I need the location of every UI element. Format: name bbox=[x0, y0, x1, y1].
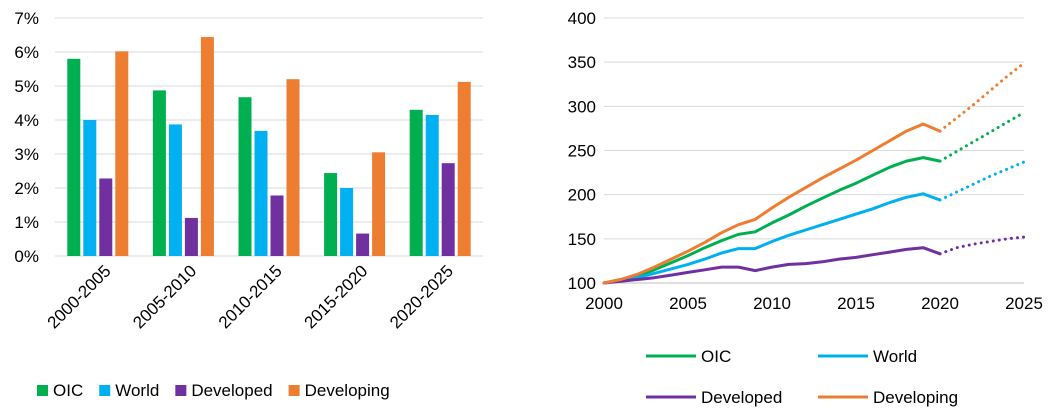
bar-oic bbox=[409, 109, 423, 256]
bar-world bbox=[83, 120, 97, 256]
legend-swatch-developing bbox=[288, 385, 300, 396]
legend-label-developed: Developed bbox=[191, 381, 272, 400]
x-tick-label: 2025 bbox=[1005, 294, 1043, 313]
x-tick-label: 2020 bbox=[921, 294, 959, 313]
bar-developed bbox=[184, 217, 198, 256]
bar-world bbox=[254, 130, 268, 256]
y-tick-label: 400 bbox=[568, 9, 596, 28]
y-tick-label: 7% bbox=[14, 9, 39, 28]
bar-developing bbox=[286, 79, 300, 256]
y-tick-label: 150 bbox=[568, 230, 596, 249]
bar-developed bbox=[270, 195, 284, 256]
bar-oic bbox=[238, 97, 252, 256]
bar-developing bbox=[200, 37, 214, 256]
y-tick-label: 0% bbox=[14, 247, 39, 266]
y-tick-label: 5% bbox=[14, 77, 39, 96]
bar-developing bbox=[457, 81, 471, 256]
y-tick-label: 100 bbox=[568, 274, 596, 293]
y-tick-label: 1% bbox=[14, 213, 39, 232]
bar-oic bbox=[152, 90, 166, 256]
legend-swatch-oic bbox=[37, 385, 48, 396]
legend-label-world: World bbox=[873, 347, 917, 366]
bar-world bbox=[168, 124, 182, 256]
legend-label-developed: Developed bbox=[701, 388, 782, 407]
y-tick-label: 300 bbox=[568, 97, 596, 116]
x-tick-label: 2015 bbox=[837, 294, 875, 313]
bar-developing bbox=[372, 152, 386, 256]
series-line-world bbox=[602, 192, 942, 285]
series-projection-developing bbox=[938, 61, 1026, 133]
series-line-developing bbox=[602, 122, 942, 285]
x-tick-label: 2000 bbox=[585, 294, 623, 313]
series-line-oic bbox=[602, 156, 942, 285]
legend-swatch-world bbox=[99, 385, 111, 396]
y-tick-label: 4% bbox=[14, 111, 39, 130]
y-tick-label: 3% bbox=[14, 145, 39, 164]
series-projection-oic bbox=[938, 111, 1026, 163]
bar-developed bbox=[441, 163, 455, 256]
series-projection-developed bbox=[938, 235, 1026, 256]
y-tick-label: 6% bbox=[14, 43, 39, 62]
legend-label-developing: Developing bbox=[873, 388, 958, 407]
bar-world bbox=[425, 114, 439, 257]
bar-oic bbox=[324, 173, 338, 256]
x-tick-label: 2005 bbox=[669, 294, 707, 313]
legend-label-oic: OIC bbox=[53, 381, 83, 400]
y-tick-label: 2% bbox=[14, 179, 39, 198]
legend-label-world: World bbox=[115, 381, 159, 400]
x-tick-label: 2010 bbox=[753, 294, 791, 313]
bar-chart-growth-rates: 0%1%2%3%4%5%6%7%2000-2005 2005-2010 2010-2… bbox=[14, 9, 483, 400]
bar-developed bbox=[99, 178, 113, 256]
legend-label-developing: Developing bbox=[305, 381, 390, 400]
legend-swatch-developed bbox=[175, 385, 187, 396]
bar-developed bbox=[356, 233, 370, 256]
y-tick-label: 350 bbox=[568, 53, 596, 72]
legend-label-oic: OIC bbox=[701, 347, 731, 366]
bar-oic bbox=[67, 58, 81, 256]
y-tick-label: 250 bbox=[568, 142, 596, 161]
bar-developing bbox=[115, 51, 129, 256]
y-tick-label: 200 bbox=[568, 186, 596, 205]
series-line-developed bbox=[602, 246, 942, 285]
bar-world bbox=[340, 188, 354, 256]
